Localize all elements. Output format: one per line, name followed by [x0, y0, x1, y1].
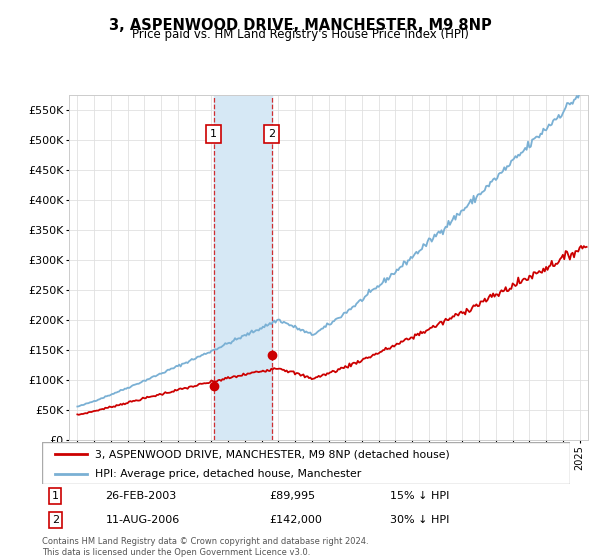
Bar [214, 95, 272, 440]
Text: 1: 1 [211, 129, 217, 139]
Text: 30% ↓ HPI: 30% ↓ HPI [391, 515, 450, 525]
Text: 3, ASPENWOOD DRIVE, MANCHESTER, M9 8NP (detached house): 3, ASPENWOOD DRIVE, MANCHESTER, M9 8NP (… [95, 449, 449, 459]
Text: 2: 2 [52, 515, 59, 525]
Text: 1: 1 [52, 491, 59, 501]
Text: £142,000: £142,000 [269, 515, 322, 525]
Text: Contains HM Land Registry data © Crown copyright and database right 2024.
This d: Contains HM Land Registry data © Crown c… [42, 537, 368, 557]
Text: £89,995: £89,995 [269, 491, 315, 501]
Text: 15% ↓ HPI: 15% ↓ HPI [391, 491, 450, 501]
Text: 11-AUG-2006: 11-AUG-2006 [106, 515, 179, 525]
Text: 3, ASPENWOOD DRIVE, MANCHESTER, M9 8NP: 3, ASPENWOOD DRIVE, MANCHESTER, M9 8NP [109, 18, 491, 33]
Text: 2: 2 [268, 129, 275, 139]
Text: Price paid vs. HM Land Registry's House Price Index (HPI): Price paid vs. HM Land Registry's House … [131, 28, 469, 41]
Text: 26-FEB-2003: 26-FEB-2003 [106, 491, 176, 501]
Text: HPI: Average price, detached house, Manchester: HPI: Average price, detached house, Manc… [95, 469, 361, 479]
